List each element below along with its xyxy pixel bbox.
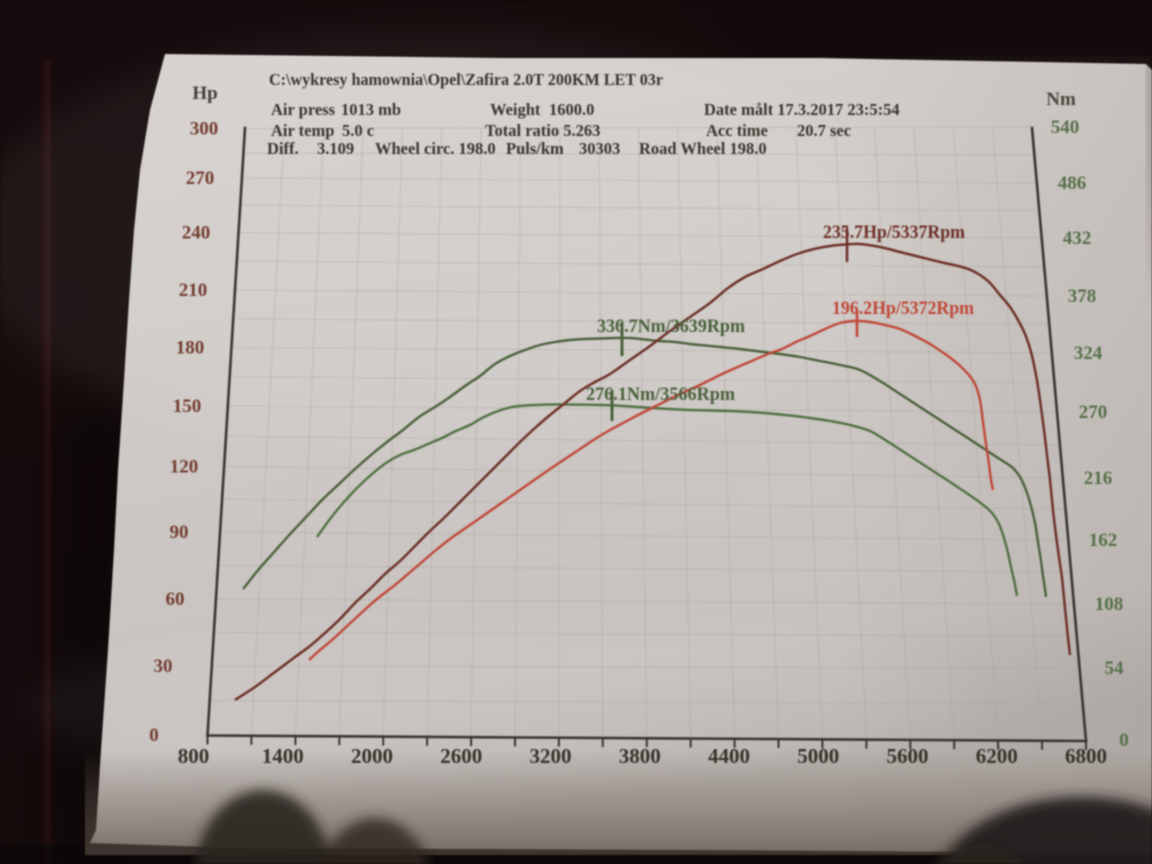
svg-text:432: 432 <box>1063 228 1092 249</box>
svg-text:235.7Hp/5337Rpm: 235.7Hp/5337Rpm <box>823 222 965 243</box>
svg-text:150: 150 <box>173 396 202 417</box>
svg-text:196.2Hp/5372Rpm: 196.2Hp/5372Rpm <box>832 298 974 319</box>
svg-text:54: 54 <box>1105 658 1125 679</box>
svg-text:0: 0 <box>149 725 159 746</box>
svg-text:Road Wheel 198.0: Road Wheel 198.0 <box>639 139 767 158</box>
svg-text:30303: 30303 <box>579 139 620 158</box>
svg-text:210: 210 <box>179 280 208 301</box>
svg-text:1013 mb: 1013 mb <box>341 100 401 119</box>
svg-text:108: 108 <box>1095 594 1124 615</box>
svg-text:300: 300 <box>190 119 219 140</box>
svg-text:3.109: 3.109 <box>317 139 354 158</box>
svg-text:Date målt 17.3.2017 23:5:54: Date målt 17.3.2017 23:5:54 <box>704 100 900 119</box>
svg-text:162: 162 <box>1089 530 1118 551</box>
svg-text:378: 378 <box>1068 286 1097 307</box>
svg-text:486: 486 <box>1058 173 1087 194</box>
svg-text:270: 270 <box>1079 402 1108 423</box>
svg-text:180: 180 <box>176 338 205 359</box>
svg-text:216: 216 <box>1084 468 1113 489</box>
svg-text:270: 270 <box>186 168 215 189</box>
svg-text:20.7 sec: 20.7 sec <box>797 121 851 140</box>
svg-text:5.0 c: 5.0 c <box>342 121 374 140</box>
svg-text:90: 90 <box>170 522 189 543</box>
svg-text:30: 30 <box>154 656 173 677</box>
svg-text:Acc time: Acc time <box>706 121 768 140</box>
svg-text:Diff.: Diff. <box>267 139 299 158</box>
svg-text:324: 324 <box>1074 343 1103 364</box>
svg-text:240: 240 <box>182 223 211 244</box>
svg-text:Air temp: Air temp <box>271 121 334 140</box>
svg-text:Nm: Nm <box>1046 89 1076 110</box>
svg-text:Total ratio 5.263: Total ratio 5.263 <box>485 121 600 140</box>
svg-text:Weight: Weight <box>490 100 541 119</box>
svg-text:540: 540 <box>1051 117 1080 138</box>
svg-text:Air press: Air press <box>271 100 336 119</box>
svg-text:Puls/km: Puls/km <box>506 139 564 158</box>
svg-text:276.1Nm/3566Rpm: 276.1Nm/3566Rpm <box>586 384 735 405</box>
svg-text:C:\wykresy hamownia\Opel\Zafir: C:\wykresy hamownia\Opel\Zafira 2.0T 200… <box>269 70 663 89</box>
svg-text:60: 60 <box>166 589 185 610</box>
svg-text:120: 120 <box>170 457 199 478</box>
svg-text:0: 0 <box>1119 730 1129 751</box>
svg-text:336.7Nm/3639Rpm: 336.7Nm/3639Rpm <box>597 316 745 337</box>
svg-text:Hp: Hp <box>192 83 217 104</box>
svg-text:1600.0: 1600.0 <box>549 100 594 119</box>
svg-text:Wheel circ. 198.0: Wheel circ. 198.0 <box>375 139 496 158</box>
